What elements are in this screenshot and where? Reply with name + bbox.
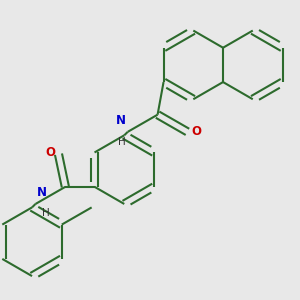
Text: O: O [191,125,201,138]
Text: N: N [37,187,47,200]
Text: O: O [45,146,55,159]
Text: H: H [118,137,126,147]
Text: H: H [42,208,50,218]
Text: N: N [116,114,126,128]
